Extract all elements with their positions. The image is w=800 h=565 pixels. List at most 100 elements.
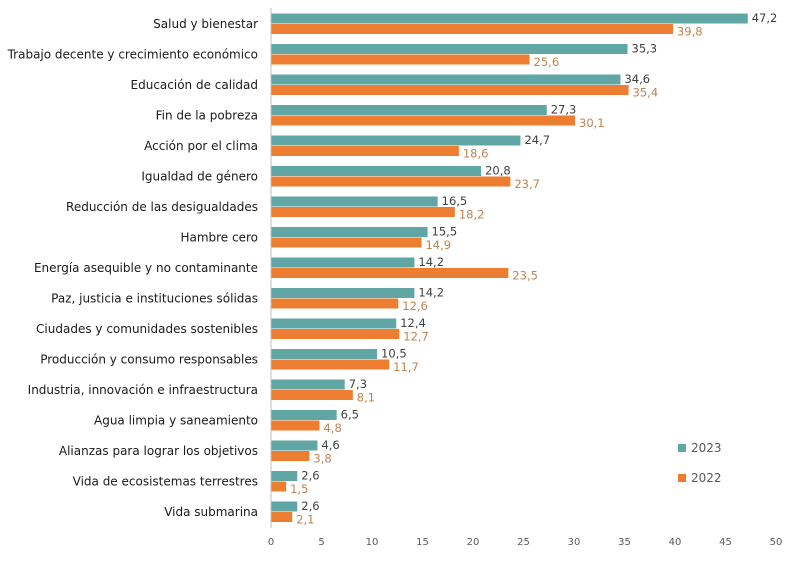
data-label-2022: 30,1 <box>579 116 605 130</box>
x-tick-label: 50 <box>770 537 783 548</box>
category-label: Salud y bienestar <box>153 17 258 31</box>
data-label-2023: 4,6 <box>321 438 339 452</box>
bar-2023 <box>271 13 748 24</box>
data-label-2023: 2,6 <box>301 469 319 483</box>
data-label-2022: 2,1 <box>296 513 314 527</box>
category-label: Agua limpia y saneamiento <box>94 414 258 428</box>
data-label-2022: 35,4 <box>633 86 659 100</box>
category-label: Vida submarina <box>164 505 258 519</box>
data-label-2023: 6,5 <box>341 408 359 422</box>
data-label-2023: 10,5 <box>381 347 407 361</box>
category-label: Energía asequible y no contaminante <box>34 261 258 275</box>
data-label-2023: 2,6 <box>301 499 319 513</box>
bar-2023 <box>271 410 337 420</box>
bar-2023 <box>271 166 482 176</box>
bar-2022 <box>271 268 509 278</box>
data-label-2022: 25,6 <box>534 55 560 69</box>
legend-swatch-2023 <box>678 444 686 452</box>
x-tick-label: 15 <box>416 537 429 548</box>
data-label-2022: 11,7 <box>393 360 419 374</box>
data-label-2023: 14,2 <box>418 255 444 269</box>
bar-2022 <box>271 298 399 309</box>
x-tick-label: 25 <box>517 537 530 548</box>
data-label-2022: 12,6 <box>402 299 428 313</box>
bar-2022 <box>271 451 310 461</box>
data-label-2022: 18,6 <box>463 147 489 161</box>
data-label-2022: 39,8 <box>677 25 703 39</box>
category-label: Producción y consumo responsables <box>40 353 258 367</box>
data-label-2022: 18,2 <box>459 208 485 222</box>
bar-2022 <box>271 390 353 400</box>
bar-2022 <box>271 24 673 34</box>
bar-2022 <box>271 512 293 522</box>
bar-2022 <box>271 481 287 492</box>
category-label: Hambre cero <box>180 231 258 245</box>
data-label-2023: 20,8 <box>485 164 511 178</box>
bar-2022 <box>271 54 530 65</box>
bar-2023 <box>271 501 298 512</box>
bar-2022 <box>271 237 422 248</box>
bar-2023 <box>271 44 628 54</box>
data-label-2023: 15,5 <box>432 225 458 239</box>
data-label-2022: 23,7 <box>514 177 540 191</box>
bar-2023 <box>271 379 345 390</box>
category-label: Trabajo decente y crecimiento económico <box>7 48 258 62</box>
bar-2023 <box>271 288 415 298</box>
bar-2022 <box>271 146 459 156</box>
data-label-2022: 23,5 <box>512 269 538 283</box>
legend-swatch-2022 <box>678 474 686 482</box>
x-tick-label: 20 <box>467 537 480 548</box>
category-label: Paz, justicia e instituciones sólidas <box>51 292 258 306</box>
data-label-2022: 1,5 <box>290 482 308 496</box>
category-label: Ciudades y comunidades sostenibles <box>36 322 258 336</box>
legend-label-2022: 2022 <box>691 471 722 485</box>
bar-2023 <box>271 105 547 115</box>
data-label-2022: 14,9 <box>425 238 451 252</box>
bar-2023 <box>271 440 318 451</box>
bar-2023 <box>271 135 521 146</box>
bar-2022 <box>271 329 400 339</box>
category-label: Igualdad de género <box>141 170 258 184</box>
bar-2023 <box>271 257 415 268</box>
category-label: Reducción de las desigualdades <box>66 200 258 214</box>
data-label-2022: 12,7 <box>403 330 429 344</box>
legend-label-2023: 2023 <box>691 441 722 455</box>
data-label-2023: 12,4 <box>400 316 426 330</box>
x-tick-label: 40 <box>669 537 682 548</box>
bar-2022 <box>271 85 629 95</box>
x-tick-label: 45 <box>719 537 732 548</box>
x-tick-label: 35 <box>618 537 631 548</box>
data-label-2023: 47,2 <box>752 11 778 25</box>
category-label: Fin de la pobreza <box>156 109 258 123</box>
data-label-2023: 14,2 <box>418 286 444 300</box>
data-label-2023: 34,6 <box>624 72 650 86</box>
x-tick-label: 5 <box>318 537 324 548</box>
data-label-2022: 4,8 <box>323 421 341 435</box>
data-label-2023: 27,3 <box>551 103 577 117</box>
bar-2022 <box>271 115 576 126</box>
category-label: Educación de calidad <box>131 78 258 92</box>
data-label-2023: 16,5 <box>442 194 468 208</box>
x-tick-label: 10 <box>366 537 379 548</box>
bar-2023 <box>271 349 378 359</box>
bar-2022 <box>271 207 455 217</box>
category-label: Vida de ecosistemas terrestres <box>73 475 258 489</box>
bar-2023 <box>271 74 621 85</box>
category-label: Acción por el clima <box>144 139 258 153</box>
bar-2023 <box>271 471 298 481</box>
x-tick-label: 0 <box>268 537 274 548</box>
data-label-2023: 35,3 <box>632 42 658 56</box>
bar-2022 <box>271 359 390 370</box>
category-label: Alianzas para lograr los objetivos <box>59 444 258 458</box>
bar-2022 <box>271 176 511 187</box>
x-tick-label: 30 <box>568 537 581 548</box>
data-label-2023: 7,3 <box>349 377 367 391</box>
data-label-2023: 24,7 <box>524 133 550 147</box>
bar-2023 <box>271 227 428 237</box>
bar-2023 <box>271 318 397 329</box>
bar-2023 <box>271 196 438 207</box>
data-label-2022: 3,8 <box>313 452 331 466</box>
category-label: Industria, innovación e infraestructura <box>28 383 258 397</box>
bar-2022 <box>271 420 320 431</box>
